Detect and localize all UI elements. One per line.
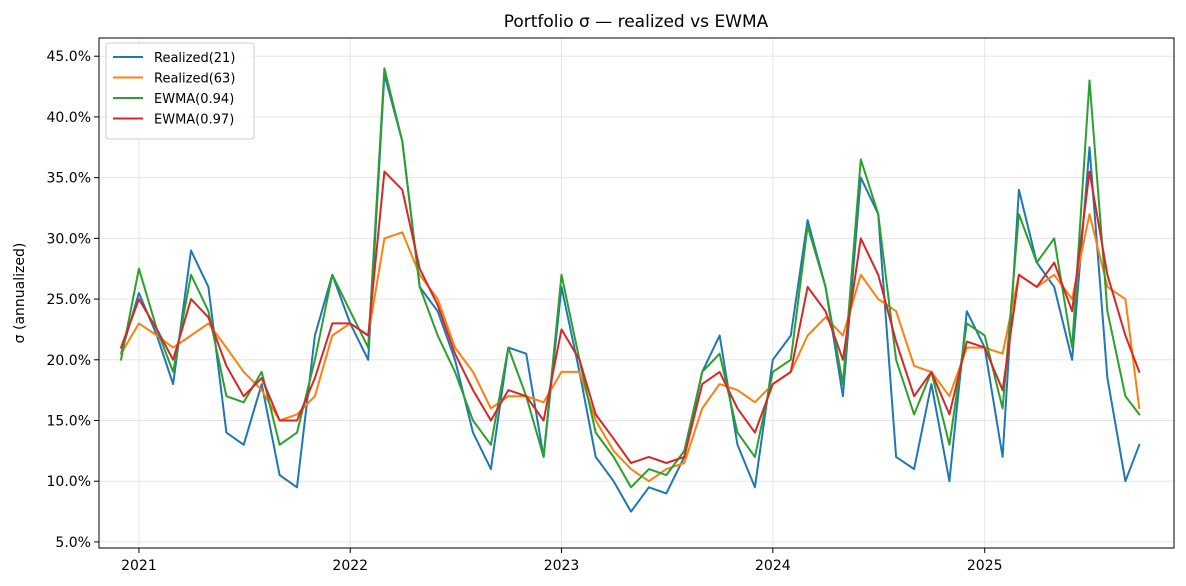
legend-label: Realized(21) bbox=[154, 51, 235, 66]
series-line-ewma-0-94 bbox=[120, 67, 1141, 489]
x-tick-label: 2023 bbox=[544, 558, 580, 574]
y-tick-label: 40.0% bbox=[47, 110, 91, 126]
x-tick-label: 2025 bbox=[967, 558, 1003, 574]
series-line-ewma-0-97 bbox=[120, 170, 1141, 464]
x-tick-label: 2021 bbox=[121, 558, 157, 574]
series-line-realized-21 bbox=[120, 73, 1141, 513]
series-group bbox=[120, 67, 1141, 513]
x-tick-label: 2024 bbox=[755, 558, 791, 574]
y-tick-label: 5.0% bbox=[55, 535, 91, 551]
legend-label: EWMA(0.94) bbox=[154, 92, 234, 107]
legend: Realized(21) Realized(63) EWMA(0.94) EWMA(0… bbox=[105, 42, 255, 140]
y-tick-label: 45.0% bbox=[47, 49, 91, 65]
y-tick-label: 20.0% bbox=[47, 353, 91, 369]
legend-box bbox=[105, 42, 255, 140]
y-axis-label: σ (annualized) bbox=[12, 243, 28, 344]
x-tick-label: 2022 bbox=[332, 558, 368, 574]
y-tick-label: 10.0% bbox=[47, 474, 91, 490]
y-axis: 5.0% 10.0% 15.0% 20.0% 25.0% 30.0% 35.0% 40.0% 4… bbox=[47, 49, 99, 551]
legend-label: EWMA(0.97) bbox=[154, 113, 234, 128]
x-axis: 2021 2022 2023 2024 2025 bbox=[121, 548, 1003, 574]
series-line-realized-63 bbox=[120, 213, 1141, 483]
grid bbox=[99, 38, 1174, 548]
plot-frame bbox=[98, 37, 1175, 549]
legend-label: Realized(63) bbox=[154, 72, 235, 87]
y-tick-label: 35.0% bbox=[47, 171, 91, 187]
y-tick-label: 25.0% bbox=[47, 292, 91, 308]
y-tick-label: 30.0% bbox=[47, 231, 91, 247]
y-tick-label: 15.0% bbox=[47, 414, 91, 430]
chart-title: Portfolio σ — realized vs EWMA bbox=[504, 12, 769, 32]
